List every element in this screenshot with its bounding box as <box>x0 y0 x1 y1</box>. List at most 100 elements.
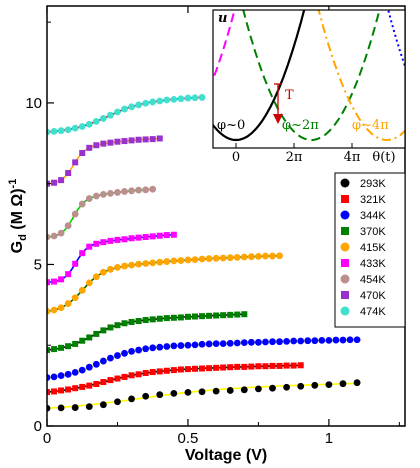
data-point-474K-17 <box>163 97 170 104</box>
data-point-474K-22 <box>199 94 206 101</box>
legend: 293K321K344K370K415K433K454K470K474K <box>335 173 405 327</box>
data-point-470K-11 <box>122 138 128 144</box>
data-point-293K-9 <box>170 390 177 397</box>
data-point-370K-8 <box>100 327 106 333</box>
data-point-321K-27 <box>234 364 240 370</box>
data-point-370K-18 <box>171 315 177 321</box>
data-point-321K-28 <box>241 364 247 370</box>
x-axis-label: Voltage (V) <box>185 447 267 464</box>
data-point-370K-15 <box>150 316 156 322</box>
data-point-321K-8 <box>100 379 106 385</box>
data-point-321K-30 <box>255 363 261 369</box>
data-point-344K-5 <box>79 367 86 374</box>
inset-tick-label-0: 0 <box>232 150 240 165</box>
legend-marker-321K <box>341 195 349 203</box>
y-axis-label: Gd (M Ω)-1 <box>7 179 29 254</box>
data-point-344K-10 <box>114 352 121 359</box>
data-point-344K-32 <box>269 338 276 345</box>
data-point-321K-6 <box>86 383 92 389</box>
data-point-415K-18 <box>170 258 177 265</box>
data-point-474K-6 <box>86 121 93 128</box>
data-point-415K-1 <box>51 307 58 314</box>
data-point-474K-2 <box>58 127 65 134</box>
y-axis-label-g: G <box>9 241 26 253</box>
data-point-415K-12 <box>128 262 135 269</box>
data-point-321K-20 <box>185 366 191 372</box>
data-point-454K-1 <box>51 233 58 240</box>
data-point-474K-9 <box>107 112 114 119</box>
data-point-344K-42 <box>340 337 347 344</box>
data-point-433K-9 <box>107 238 113 244</box>
data-point-293K-8 <box>156 391 163 398</box>
data-point-370K-20 <box>185 314 191 320</box>
data-point-415K-31 <box>262 253 269 260</box>
legend-marker-370K <box>341 227 349 235</box>
data-point-454K-12 <box>128 187 135 194</box>
data-point-370K-7 <box>93 331 99 337</box>
data-point-344K-19 <box>177 342 184 349</box>
data-point-321K-33 <box>277 363 283 369</box>
data-point-474K-11 <box>121 106 128 113</box>
data-point-344K-25 <box>220 340 227 347</box>
data-point-370K-12 <box>129 319 135 325</box>
data-point-415K-13 <box>135 261 142 268</box>
data-point-415K-21 <box>192 256 199 263</box>
data-point-293K-12 <box>213 388 220 395</box>
data-point-344K-40 <box>325 337 332 344</box>
data-point-415K-7 <box>93 273 100 280</box>
data-point-433K-3 <box>65 271 71 277</box>
y-axis-label-sub: d <box>17 234 29 241</box>
data-point-370K-11 <box>122 320 128 326</box>
data-point-470K-10 <box>114 139 120 145</box>
data-point-370K-16 <box>157 316 163 322</box>
data-point-370K-2 <box>58 345 64 351</box>
data-point-344K-2 <box>58 372 65 379</box>
data-point-344K-12 <box>128 348 135 355</box>
data-point-415K-8 <box>100 269 107 276</box>
data-point-370K-24 <box>213 313 219 319</box>
data-point-415K-24 <box>213 255 220 262</box>
data-point-454K-6 <box>86 195 93 202</box>
inset-ylabel: u <box>218 11 227 26</box>
data-point-344K-8 <box>100 358 107 365</box>
data-point-433K-16 <box>157 233 163 239</box>
legend-label-470K: 470K <box>360 290 386 302</box>
fit-line-415K <box>47 256 281 312</box>
data-point-433K-8 <box>100 239 106 245</box>
data-point-454K-2 <box>58 230 65 237</box>
data-point-344K-1 <box>51 373 58 380</box>
data-point-344K-33 <box>276 338 283 345</box>
data-point-344K-9 <box>107 355 114 362</box>
legend-label-454K: 454K <box>360 274 386 286</box>
data-point-321K-24 <box>213 365 219 371</box>
legend-marker-415K <box>341 243 350 252</box>
data-point-415K-17 <box>163 258 170 265</box>
data-point-470K-5 <box>79 150 85 156</box>
data-point-470K-8 <box>100 141 106 147</box>
data-point-344K-14 <box>142 345 149 352</box>
data-point-321K-16 <box>157 368 163 374</box>
data-point-321K-19 <box>178 366 184 372</box>
data-point-321K-32 <box>270 363 276 369</box>
data-point-293K-14 <box>241 386 248 393</box>
data-point-344K-11 <box>121 350 128 357</box>
y-axis-label-unit: (M Ω) <box>9 188 26 234</box>
data-point-370K-26 <box>227 312 233 318</box>
data-point-344K-23 <box>206 341 213 348</box>
data-point-344K-6 <box>86 364 93 371</box>
data-point-415K-5 <box>79 287 86 294</box>
data-point-474K-20 <box>185 95 192 102</box>
data-point-293K-11 <box>199 388 206 395</box>
data-point-344K-28 <box>241 339 248 346</box>
data-point-470K-9 <box>107 140 113 146</box>
legend-label-433K: 433K <box>360 258 386 270</box>
data-point-433K-12 <box>129 235 135 241</box>
data-point-344K-4 <box>72 369 79 376</box>
data-point-470K-14 <box>143 136 149 142</box>
data-point-321K-1 <box>51 388 57 394</box>
data-point-454K-5 <box>79 201 86 208</box>
data-point-293K-7 <box>142 393 149 400</box>
data-point-321K-15 <box>150 369 156 375</box>
data-point-470K-2 <box>58 177 64 183</box>
data-point-433K-6 <box>86 244 92 250</box>
